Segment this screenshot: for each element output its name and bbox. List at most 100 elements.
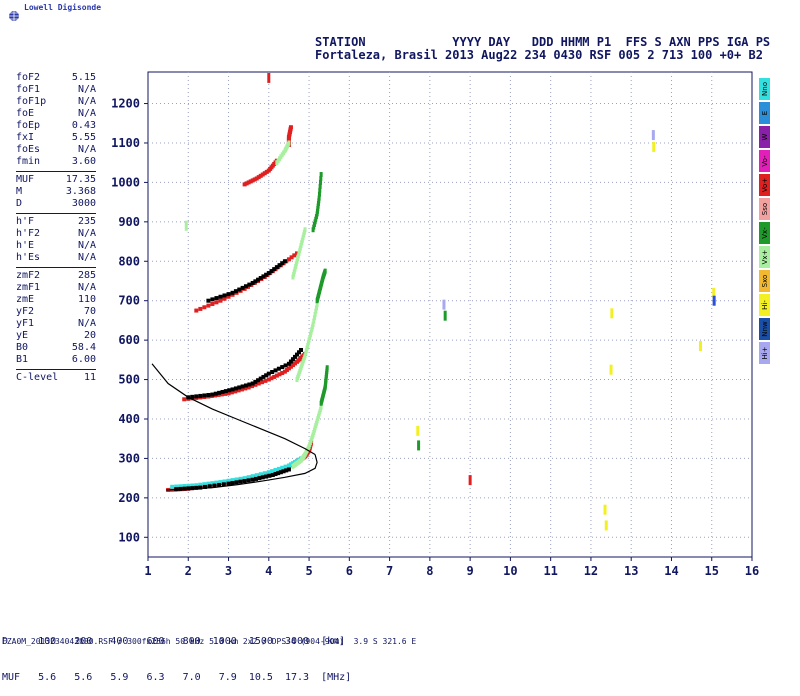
- o-echo-mark: [203, 484, 208, 489]
- o-echo-mark: [198, 482, 203, 487]
- echo-spot: [609, 364, 613, 375]
- param-value: 5.15: [71, 72, 96, 83]
- x-echo-mark: [302, 229, 306, 235]
- x-tick-label: 10: [503, 564, 517, 578]
- param-separator: [16, 369, 96, 370]
- y-tick-label: 800: [118, 254, 140, 268]
- o-echo-mark: [286, 257, 291, 262]
- x-echo-mark: [313, 312, 317, 317]
- param-label: h'F2: [16, 228, 41, 239]
- o-echo-mark: [274, 265, 279, 270]
- o-echo-mark: [244, 181, 249, 186]
- param-row: C-level 11: [16, 372, 96, 384]
- x-echo-mark: [303, 227, 307, 233]
- x-echo-mark: [317, 195, 321, 201]
- o-echo-mark: [263, 378, 268, 383]
- o-echo-mark: [237, 287, 242, 292]
- o-echo-mark: [272, 267, 277, 272]
- y-tick-label: 1000: [111, 175, 140, 189]
- o-echo-mark: [214, 300, 219, 305]
- o-echo-mark: [237, 385, 242, 390]
- param-row: foF1p N/A: [16, 96, 96, 108]
- x-echo-mark: [295, 258, 299, 264]
- o-echo-mark: [246, 385, 251, 390]
- o-echo-mark: [222, 479, 227, 484]
- o-echo-mark: [264, 474, 269, 479]
- x-echo-mark: [287, 140, 291, 146]
- param-value: 3.368: [65, 186, 96, 197]
- o-echo-mark: [246, 478, 251, 483]
- param-label: B1: [16, 354, 29, 365]
- o-echo-mark: [256, 277, 261, 282]
- o-echo-mark: [286, 463, 291, 468]
- x-echo-mark: [315, 302, 319, 308]
- param-row: B1 6.00: [16, 354, 96, 366]
- o-echo-mark: [230, 478, 235, 483]
- o-echo-mark: [198, 393, 203, 398]
- o-echo-mark: [289, 255, 294, 260]
- o-echo-mark: [264, 272, 269, 277]
- y-tick-label: 600: [118, 333, 140, 347]
- x-echo-mark: [312, 224, 316, 230]
- x-tick-label: 11: [543, 564, 557, 578]
- o-echo-mark: [234, 480, 239, 485]
- y-tick-label: 400: [118, 412, 140, 426]
- o-echo-mark: [190, 483, 195, 488]
- y-tick-label: 1100: [111, 136, 140, 150]
- o-echo-mark: [238, 476, 243, 481]
- x-echo-mark: [314, 216, 318, 222]
- o-echo-mark: [217, 390, 222, 395]
- param-value: N/A: [77, 228, 96, 239]
- o-echo-mark: [227, 388, 232, 393]
- o-echo-mark: [221, 482, 226, 487]
- param-label: h'E: [16, 240, 35, 251]
- x-echo-mark: [311, 321, 315, 327]
- echo-spot: [698, 341, 702, 352]
- x-echo-mark: [291, 274, 295, 280]
- param-label: foF1p: [16, 96, 47, 107]
- y-tick-label: 100: [118, 530, 140, 544]
- x-echo-mark: [298, 245, 302, 251]
- o-echo-mark: [206, 481, 211, 486]
- param-value: N/A: [77, 84, 96, 95]
- o-echo-mark: [267, 473, 272, 478]
- param-row: foF1 N/A: [16, 84, 96, 96]
- legend-label: Hi+: [760, 346, 769, 360]
- o-echo-mark: [264, 373, 269, 378]
- param-value: 58.4: [71, 342, 96, 353]
- x-echo-mark: [316, 203, 320, 209]
- o-echo-mark: [182, 484, 187, 489]
- o-echo-mark: [250, 384, 255, 389]
- o-echo-mark: [283, 464, 288, 469]
- o-echo-mark: [264, 169, 269, 174]
- x-echo-mark: [314, 308, 318, 314]
- param-label: foF1: [16, 84, 41, 95]
- o-echo-mark: [258, 472, 263, 477]
- brand-logo: Lowell Digisonde: [4, 2, 124, 26]
- legend-swatch: Vo-: [759, 150, 770, 172]
- o-echo-mark: [230, 387, 235, 392]
- o-echo-mark: [194, 483, 199, 488]
- o-echo-mark: [280, 261, 285, 266]
- o-echo-mark: [213, 391, 218, 396]
- o-echo-mark: [198, 306, 203, 311]
- legend-swatch: Hi-: [759, 294, 770, 316]
- x-echo-mark: [317, 191, 321, 197]
- o-echo-mark: [226, 292, 231, 297]
- o-echo-mark: [288, 462, 293, 467]
- param-label: M: [16, 186, 23, 197]
- profile-lower-curve: [166, 454, 318, 491]
- o-echo-mark: [170, 484, 175, 489]
- o-echo-mark: [292, 361, 297, 366]
- o-echo-mark: [250, 477, 255, 482]
- o-echo-mark: [297, 350, 301, 355]
- param-row: MUF 17.35: [16, 174, 96, 186]
- param-label: fxI: [16, 132, 35, 143]
- echo-spot: [652, 141, 656, 152]
- x-echo-mark: [293, 266, 297, 272]
- echo-spot: [712, 287, 716, 298]
- o-echo-mark: [202, 393, 207, 398]
- o-echo-mark: [281, 469, 286, 474]
- echo-spot: [184, 220, 188, 231]
- param-separator: [16, 171, 96, 172]
